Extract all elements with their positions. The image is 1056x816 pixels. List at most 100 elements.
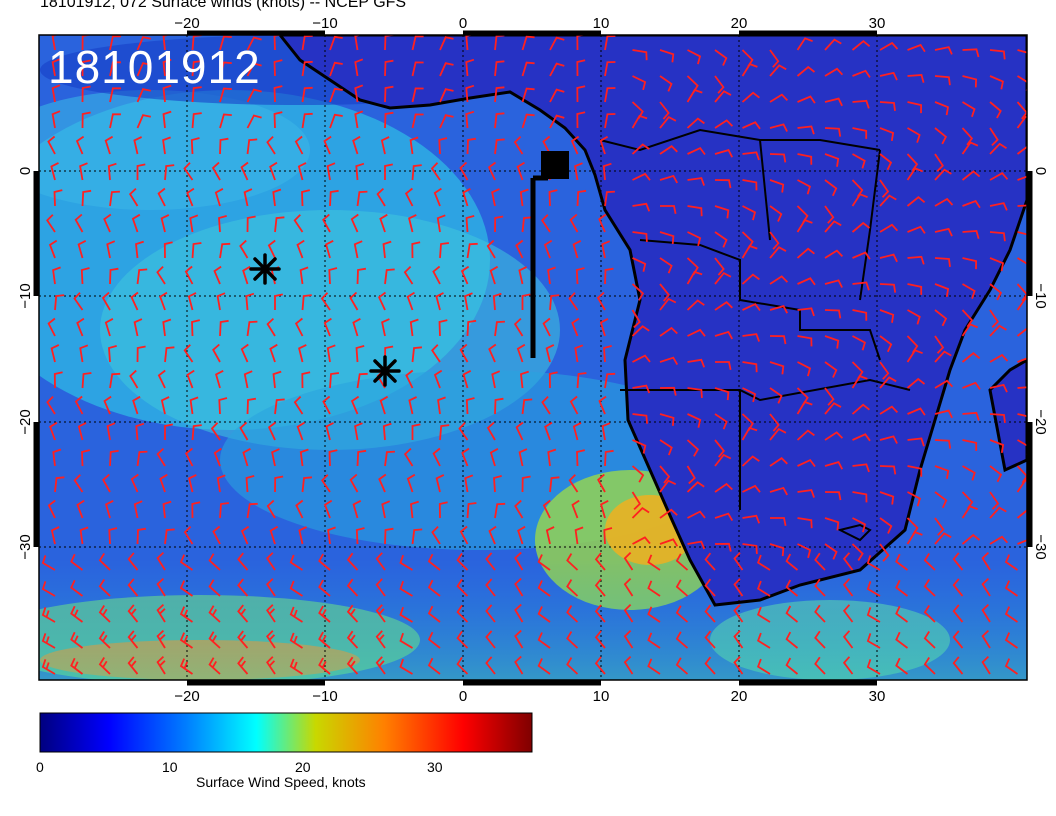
wind-barb <box>934 227 953 237</box>
wind-barb <box>274 293 283 310</box>
wind-barb <box>541 214 551 233</box>
wind-barb <box>70 605 84 623</box>
wind-barb <box>189 396 199 415</box>
wind-barb <box>879 335 893 353</box>
wind-barb <box>852 127 868 139</box>
wind-barb <box>769 543 785 557</box>
wind-barb <box>157 187 166 207</box>
wind-barb <box>183 162 194 181</box>
wind-barb <box>109 113 121 129</box>
wind-barb <box>594 578 606 597</box>
wind-barb <box>824 335 840 349</box>
wind-barb <box>742 484 761 493</box>
wind-barb <box>632 413 648 424</box>
wind-barb <box>879 376 897 389</box>
wind-barb <box>301 371 311 389</box>
wind-barb <box>934 335 945 354</box>
wind-barb <box>272 188 282 207</box>
wind-barb <box>162 84 172 103</box>
wind-barb <box>879 179 890 198</box>
wind-barb <box>879 543 890 562</box>
wind-barb <box>796 429 815 441</box>
wind-barb <box>824 205 835 224</box>
wind-barb <box>797 517 813 529</box>
wind-barb <box>675 631 689 649</box>
map-panel <box>39 35 1027 680</box>
wind-barb <box>294 135 304 155</box>
wind-barb <box>462 370 472 389</box>
wind-barb <box>647 658 661 675</box>
wind-barb <box>632 384 651 394</box>
wind-barb <box>184 265 194 285</box>
wind-barb <box>989 535 1009 545</box>
wind-barb <box>785 631 799 649</box>
wind-barb <box>769 123 788 132</box>
datetime-stamp: 18101912 <box>48 41 261 93</box>
wind-barb <box>521 475 531 493</box>
wind-barb <box>289 658 303 675</box>
wind-barb <box>851 40 871 51</box>
wind-barb <box>895 657 909 675</box>
wind-barb <box>631 506 650 519</box>
wind-barb <box>906 377 926 389</box>
wind-barb <box>714 413 728 430</box>
wind-barb <box>631 283 645 301</box>
wind-barb <box>409 136 419 155</box>
wind-barb <box>384 527 394 545</box>
wind-barb <box>1017 75 1027 92</box>
wind-barb <box>159 473 168 493</box>
wind-barb <box>704 552 716 571</box>
wind-barb <box>604 113 616 129</box>
wind-barb <box>379 395 389 415</box>
wind-barb <box>240 525 250 545</box>
wind-barb <box>866 607 881 623</box>
wind-barb <box>164 164 175 181</box>
wind-barb <box>704 604 716 623</box>
wind-barb <box>354 84 364 103</box>
wind-barb <box>79 162 88 181</box>
wind-barb <box>41 659 56 675</box>
wind-barb <box>464 474 474 493</box>
lon-tick-bottom: 0 <box>459 688 467 705</box>
wind-barb <box>465 84 475 103</box>
colorbar-tick: 20 <box>295 759 311 775</box>
wind-barb <box>952 604 964 623</box>
wind-barb <box>103 395 112 415</box>
wind-barb <box>742 361 758 373</box>
wind-barb <box>647 606 661 623</box>
wind-barb <box>907 309 921 325</box>
wind-barb <box>866 581 881 597</box>
wind-barb <box>521 87 535 103</box>
wind-barb <box>136 62 151 77</box>
wind-barb <box>456 604 469 623</box>
wind-barb <box>1016 327 1027 337</box>
wind-barb <box>715 361 732 370</box>
wind-barb <box>769 64 787 77</box>
wind-barb <box>769 305 788 314</box>
wind-barb <box>599 318 609 337</box>
wind-barb <box>41 633 56 649</box>
wind-barb <box>274 398 285 415</box>
wind-barb <box>411 164 422 181</box>
wind-barb <box>102 473 111 493</box>
wind-barb <box>439 424 450 441</box>
wind-barb <box>962 75 978 88</box>
wind-barb <box>631 114 648 129</box>
wind-barb <box>104 135 114 155</box>
wind-barb <box>81 59 91 77</box>
wind-barb <box>98 605 111 623</box>
wind-barb <box>934 283 950 298</box>
wind-barb <box>733 656 744 675</box>
wind-barb <box>1017 231 1027 236</box>
wind-barb <box>346 630 359 649</box>
wind-barb <box>518 448 528 467</box>
wind-barb <box>246 138 258 155</box>
wind-barb <box>301 189 311 207</box>
wind-barb <box>687 231 702 247</box>
wind-barb <box>128 187 139 207</box>
wind-barb <box>465 110 475 129</box>
wind-barb <box>989 309 999 328</box>
wind-barb <box>733 630 744 649</box>
wind-barb <box>824 38 842 51</box>
wind-barb <box>741 426 758 441</box>
